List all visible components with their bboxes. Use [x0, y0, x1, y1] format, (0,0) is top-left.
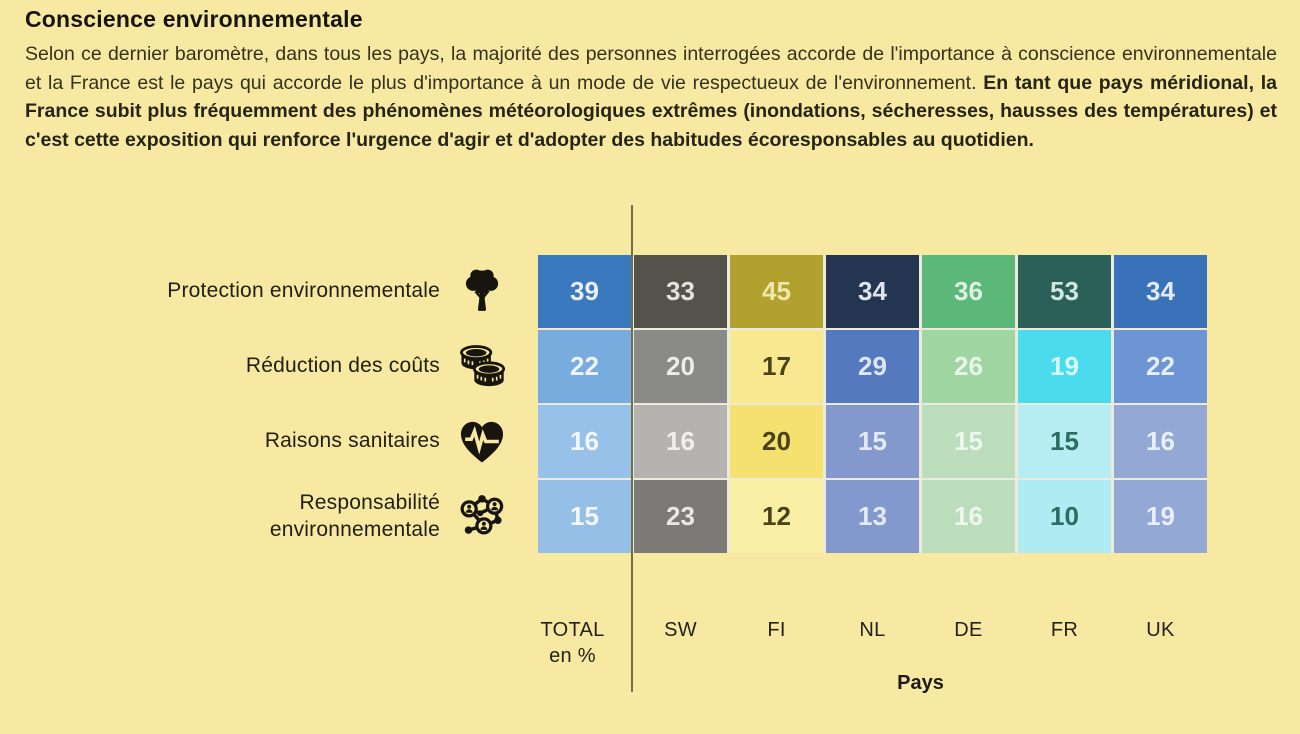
heatmap-row-labels: Protection environnementale Réduction des… [0, 255, 440, 555]
heatmap-cell: 26 [922, 330, 1015, 403]
heatmap-cell: 36 [922, 255, 1015, 328]
heart-pulse-icon [446, 405, 518, 478]
heatmap-cell: 15 [922, 405, 1015, 478]
heatmap-cell: 15 [1018, 405, 1111, 478]
heatmap-cell: 13 [826, 480, 919, 553]
coins-icon [446, 330, 518, 403]
heatmap-cell: 15 [538, 480, 631, 553]
heatmap-grid: 39 33 45 34 36 53 34 22 20 17 29 26 19 22 16 16 20 15 15 15… [538, 255, 1207, 553]
page-title: Conscience environnementale [25, 6, 363, 32]
intro-text-bold: En tant que pays méridional, la France s… [25, 71, 1277, 151]
heatmap-cell: 20 [634, 330, 727, 403]
heatmap-cell: 29 [826, 330, 919, 403]
heatmap-cell: 22 [1114, 330, 1207, 403]
column-label-text: NL [859, 619, 886, 641]
heatmap-cell: 16 [634, 405, 727, 478]
column-label: FR [1018, 617, 1111, 669]
column-label-text: SW [664, 619, 697, 641]
row-label: Raisons sanitaires [264, 429, 440, 453]
heatmap-cell: 17 [730, 330, 823, 403]
intro-text-normal: Selon ce dernier baromètre, dans tous le… [25, 43, 1277, 94]
heatmap-cell: 23 [634, 480, 727, 553]
heatmap-cell: 10 [1018, 480, 1111, 553]
axis-separator-line [631, 205, 633, 692]
column-label-text: FI [767, 619, 786, 641]
heatmap-cell: 39 [538, 255, 631, 328]
intro-paragraph: Selon ce dernier baromètre, dans tous le… [25, 40, 1277, 154]
column-label-text: DE [954, 619, 983, 641]
column-label: TOTAL en % [526, 617, 619, 669]
tree-icon [446, 255, 518, 328]
heatmap-cell: 19 [1114, 480, 1207, 553]
x-axis-label: Pays [897, 672, 944, 694]
heatmap-column-labels: TOTAL en % SW FI NL DE FR UK [538, 617, 1207, 669]
heatmap-cell: 16 [1114, 405, 1207, 478]
heatmap-cell: 16 [922, 480, 1015, 553]
heatmap-cell: 33 [634, 255, 727, 328]
heatmap-cell: 15 [826, 405, 919, 478]
column-label: UK [1114, 617, 1207, 669]
column-label: DE [922, 617, 1015, 669]
heatmap-cell: 53 [1018, 255, 1111, 328]
heatmap-cell: 34 [826, 255, 919, 328]
heatmap-cell: 20 [730, 405, 823, 478]
column-label-text: TOTAL [540, 619, 605, 641]
column-label: NL [826, 617, 919, 669]
column-label-text: UK [1146, 619, 1175, 641]
heatmap-cell: 12 [730, 480, 823, 553]
heatmap-cell: 34 [1114, 255, 1207, 328]
column-label-text: FR [1050, 619, 1079, 641]
heatmap-cell: 16 [538, 405, 631, 478]
row-label: Réduction des coûts [245, 354, 440, 378]
row-label: Protection environnementale [167, 279, 440, 303]
column-label: SW [634, 617, 727, 669]
row-label: Responsabilité environnementale [269, 491, 440, 541]
heatmap-cell: 19 [1018, 330, 1111, 403]
heatmap-cell: 45 [730, 255, 823, 328]
column-label-subtext: en % [549, 645, 596, 667]
heatmap-row-icons [446, 255, 518, 555]
network-people-icon [446, 480, 518, 553]
column-label: FI [730, 617, 823, 669]
heatmap-cell: 22 [538, 330, 631, 403]
